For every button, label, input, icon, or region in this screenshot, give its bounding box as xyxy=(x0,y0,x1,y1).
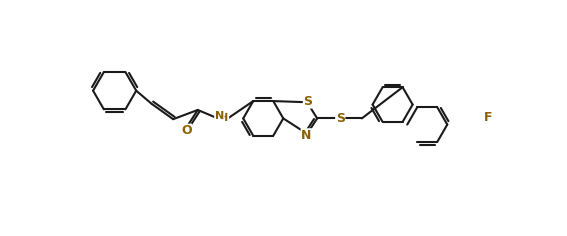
Text: N: N xyxy=(215,111,224,121)
Text: H: H xyxy=(219,114,229,123)
Text: O: O xyxy=(181,124,192,137)
Text: S: S xyxy=(303,95,312,108)
Text: N: N xyxy=(301,129,311,142)
Text: S: S xyxy=(336,112,345,125)
Text: F: F xyxy=(484,111,492,124)
